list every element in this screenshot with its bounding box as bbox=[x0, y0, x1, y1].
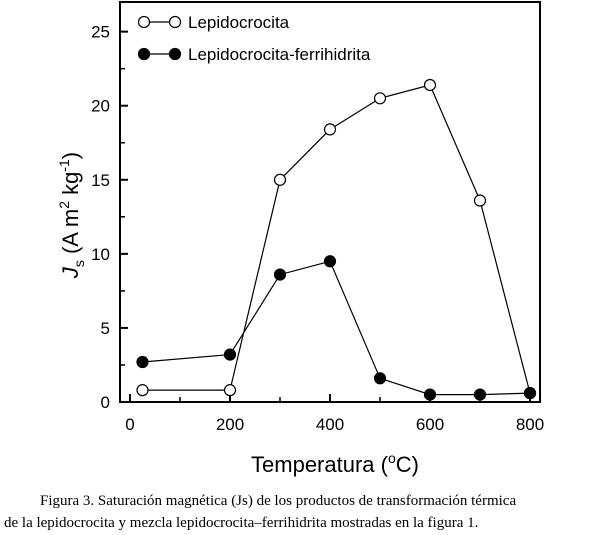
legend-marker bbox=[168, 15, 182, 29]
x-tick-label: 600 bbox=[416, 415, 444, 434]
x-tick-label: 200 bbox=[216, 415, 244, 434]
data-point bbox=[136, 384, 149, 397]
series-line bbox=[142, 84, 531, 394]
legend-label: Lepidocrocita bbox=[188, 13, 290, 32]
data-point bbox=[223, 348, 237, 361]
data-point bbox=[523, 387, 537, 400]
data-point bbox=[473, 388, 487, 401]
y-tick-label: 25 bbox=[91, 23, 110, 42]
data-point bbox=[223, 384, 237, 397]
data-point bbox=[423, 388, 437, 401]
x-tick-label: 800 bbox=[516, 415, 544, 434]
caption-line-1: Figura 3. Saturación magnética (Js) de l… bbox=[40, 493, 517, 509]
y-axis: 0 5 10 15 20 25 bbox=[91, 23, 128, 412]
series-2 bbox=[136, 255, 537, 401]
data-point bbox=[423, 78, 437, 92]
data-point bbox=[473, 194, 487, 207]
y-axis-title: Js (A m2 kg-1) bbox=[56, 152, 87, 279]
y-tick-label: 0 bbox=[101, 393, 110, 412]
data-point bbox=[273, 173, 287, 186]
legend-marker bbox=[168, 47, 182, 61]
y-tick-label: 10 bbox=[91, 245, 110, 264]
y-tick-label: 20 bbox=[91, 97, 110, 116]
x-tick-label: 400 bbox=[316, 415, 344, 434]
data-point bbox=[373, 372, 387, 385]
caption-line-2: de la lepidocrocita y mezcla lepidocroci… bbox=[4, 515, 479, 531]
legend-marker bbox=[137, 47, 151, 61]
data-point bbox=[136, 355, 149, 369]
legend-marker bbox=[137, 15, 151, 29]
figure-caption: Figura 3. Saturación magnética (Js) de l… bbox=[0, 490, 614, 534]
data-point bbox=[373, 92, 387, 105]
legend-label: Lepidocrocita-ferrihidrita bbox=[188, 45, 371, 64]
y-tick-label: 15 bbox=[91, 171, 110, 190]
x-tick-label: 0 bbox=[125, 415, 134, 434]
x-axis-title: Temperatura (oC) bbox=[251, 450, 419, 477]
y-tick-label: 5 bbox=[101, 319, 110, 338]
legend: Lepidocrocita Lepidocrocita-ferrihidrita bbox=[137, 13, 371, 64]
series-1 bbox=[136, 78, 537, 400]
series-line bbox=[142, 260, 531, 396]
series-layer bbox=[136, 78, 537, 401]
data-point bbox=[273, 268, 287, 281]
data-point bbox=[323, 123, 337, 136]
data-point bbox=[323, 255, 337, 268]
